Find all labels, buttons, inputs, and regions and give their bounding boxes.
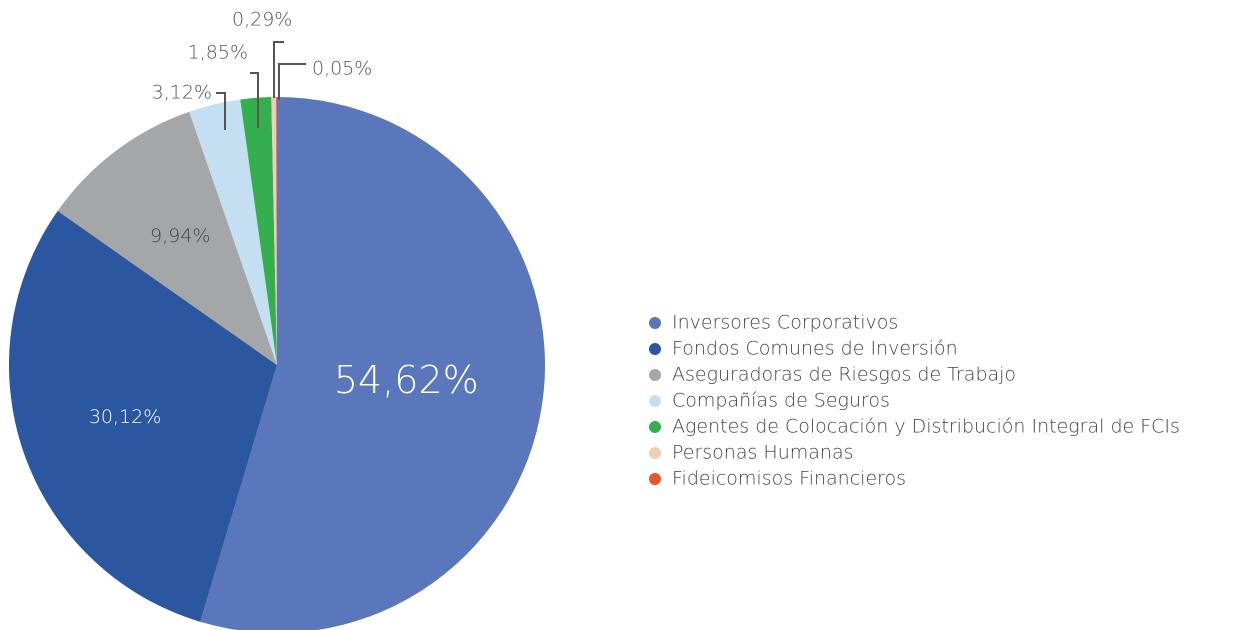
legend-marker bbox=[649, 447, 661, 459]
pie-slice bbox=[276, 97, 277, 365]
data-label: 3,12% bbox=[152, 82, 212, 104]
legend-marker bbox=[649, 421, 661, 433]
pie-slice bbox=[9, 210, 278, 622]
data-label: 0,29% bbox=[232, 9, 292, 31]
data-label: 30,12% bbox=[89, 406, 161, 428]
leader-line bbox=[250, 72, 259, 128]
pie-slice bbox=[189, 99, 277, 365]
data-label: 9,94% bbox=[150, 225, 210, 247]
pie-slice bbox=[200, 97, 545, 630]
data-label: 0,05% bbox=[312, 58, 372, 80]
pie-slice bbox=[57, 111, 277, 365]
leader-line bbox=[216, 92, 226, 130]
leader-line bbox=[278, 63, 306, 100]
legend-marker bbox=[649, 473, 661, 485]
legend-marker bbox=[649, 343, 661, 355]
legend-label: Personas Humanas bbox=[672, 442, 854, 464]
legend-label: Aseguradoras de Riesgos de Trabajo bbox=[672, 364, 1016, 386]
data-label: 1,85% bbox=[188, 42, 248, 64]
legend-label: Inversores Corporativos bbox=[672, 312, 898, 334]
legend-marker bbox=[649, 369, 661, 381]
legend-marker bbox=[649, 317, 661, 329]
legend-label: Fideicomisos Financieros bbox=[672, 468, 906, 490]
legend-label: Compañías de Seguros bbox=[672, 390, 890, 412]
legend-label: Fondos Comunes de Inversión bbox=[672, 338, 958, 360]
leader-line bbox=[273, 41, 284, 98]
data-label: 54,62% bbox=[334, 358, 479, 402]
legend-label: Agentes de Colocación y Distribución Int… bbox=[672, 416, 1180, 438]
pie-slice bbox=[240, 97, 277, 366]
pie-slice bbox=[271, 97, 277, 366]
legend-marker bbox=[649, 395, 661, 407]
